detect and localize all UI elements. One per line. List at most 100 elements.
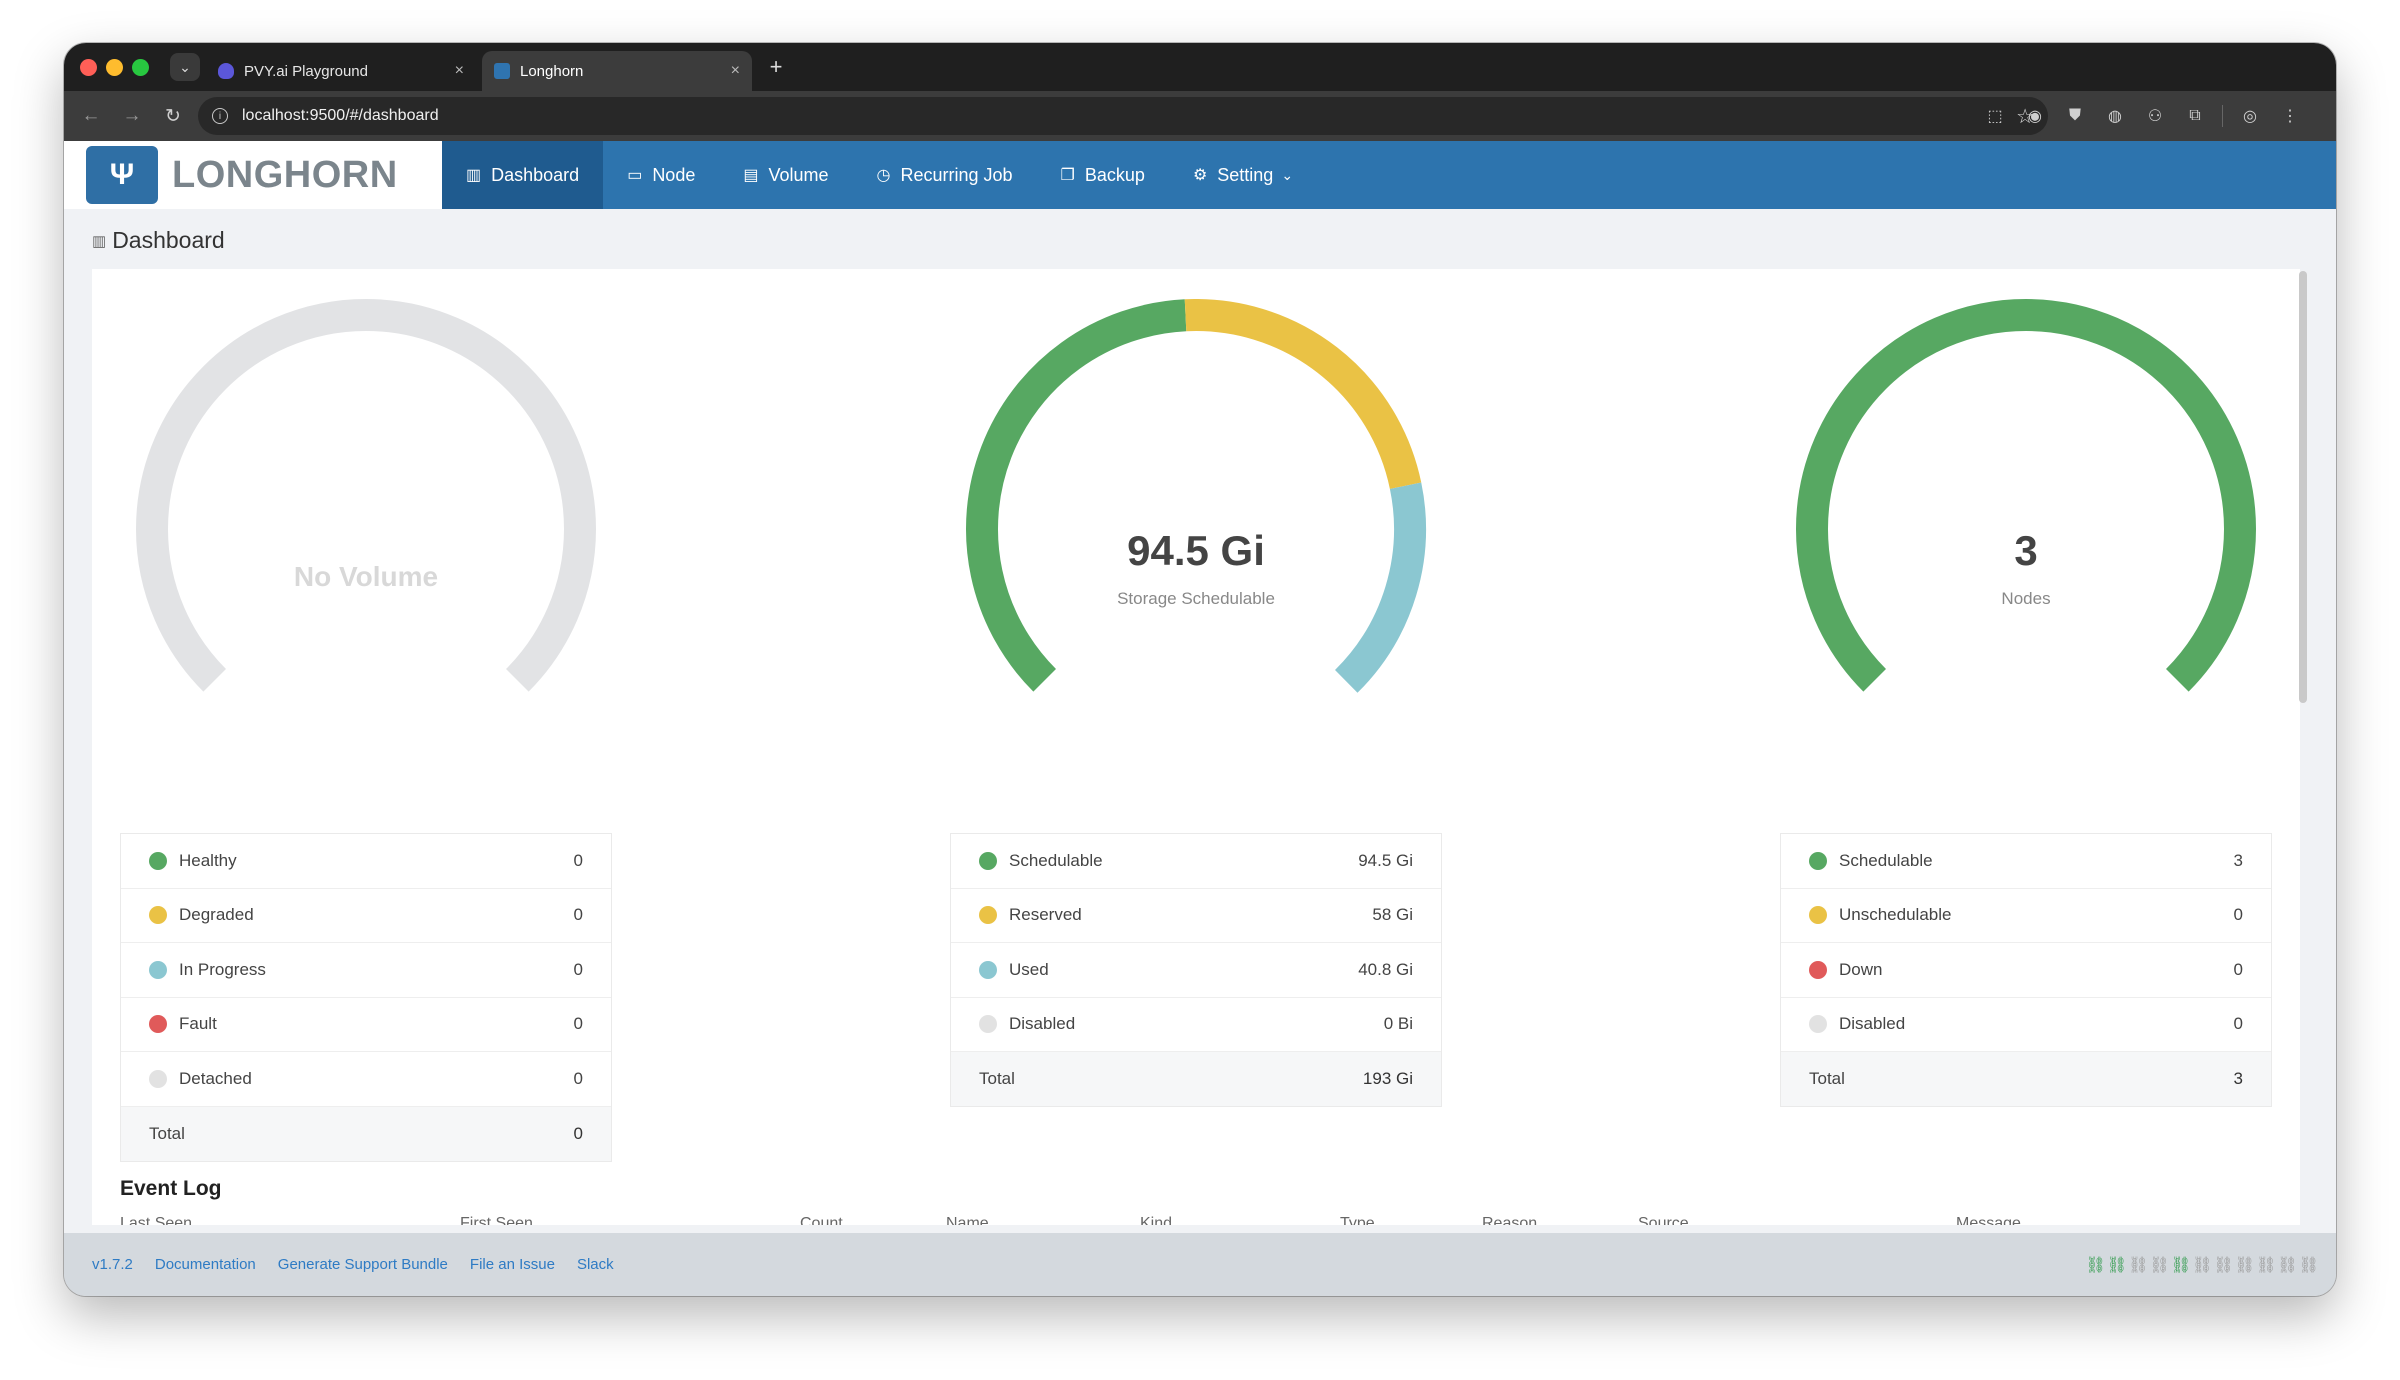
- screenshot-extension-icon[interactable]: ⬚: [1987, 108, 2003, 125]
- menu-label: Node: [652, 164, 696, 185]
- legend-value: 0: [573, 850, 583, 870]
- storage-gauge[interactable]: 94.5 Gi Storage Schedulable: [950, 299, 1442, 719]
- menu-backup[interactable]: ❐ Backup: [1037, 141, 1169, 209]
- page-title-text: Dashboard: [112, 227, 225, 253]
- tab-search-chevron-icon[interactable]: ⌄: [170, 53, 200, 81]
- laptop-icon: ▭: [627, 167, 643, 184]
- column-header-name[interactable]: Name: [946, 1215, 989, 1225]
- browser-tab-longhorn[interactable]: Longhorn ×: [482, 51, 752, 91]
- storage-label: Storage Schedulable: [1117, 589, 1275, 608]
- vpn-extension-icon[interactable]: ◍: [2108, 108, 2122, 125]
- close-window-button[interactable]: [80, 59, 97, 76]
- legend-row-healthy[interactable]: Healthy 0: [121, 834, 611, 889]
- legend-value: 0: [573, 1068, 583, 1088]
- storage-arc-used: [1334, 482, 1426, 693]
- legend-row-detached[interactable]: Detached 0: [121, 1052, 611, 1107]
- slack-link[interactable]: Slack: [576, 1256, 614, 1273]
- shield-extension-icon[interactable]: ⛊: [2068, 107, 2081, 124]
- legend-row-reserved[interactable]: Reserved 58 Gi: [951, 889, 1441, 943]
- node-arc-schedulable: [1796, 299, 2256, 692]
- legend-total-row: Total 193 Gi: [951, 1052, 1441, 1106]
- extension-icons: ⬚ ◉ ⛊ ◍ ⚇ ⧉ ◎ ⋮: [1982, 103, 2303, 129]
- schedulable-dot-icon: [1809, 851, 1827, 870]
- new-tab-button[interactable]: +: [769, 54, 783, 79]
- chevron-down-icon: ⌄: [1281, 166, 1294, 183]
- toolbar-separator: [2222, 105, 2223, 127]
- menu-node[interactable]: ▭ Node: [603, 141, 719, 209]
- content-scrollbar[interactable]: [2299, 271, 2307, 703]
- people-extension-icon[interactable]: ⚇: [2147, 108, 2163, 125]
- address-bar[interactable]: i localhost:9500/#/dashboard ☆: [198, 97, 2048, 135]
- in-progress-dot-icon: [149, 960, 167, 979]
- legend-row-schedulable[interactable]: Schedulable 94.5 Gi: [951, 834, 1441, 889]
- legend-row-down[interactable]: Down 0: [1781, 943, 2271, 998]
- profile-avatar-icon[interactable]: ◎: [2243, 108, 2257, 125]
- browser-tab-pvy[interactable]: PVY.ai Playground ×: [206, 51, 476, 91]
- maximize-window-button[interactable]: [132, 59, 149, 76]
- documentation-link[interactable]: Documentation: [154, 1256, 256, 1273]
- legend-row-disabled[interactable]: Disabled 0 Bi: [951, 998, 1441, 1052]
- column-header-last-seen[interactable]: Last Seen: [120, 1215, 193, 1225]
- legend-label: Detached: [179, 1068, 252, 1088]
- column-header-source[interactable]: Source: [1638, 1215, 1689, 1225]
- total-value: 3: [2233, 1069, 2243, 1088]
- tab-title: PVY.ai Playground: [244, 62, 368, 80]
- node-gauge[interactable]: 3 Nodes: [1780, 299, 2272, 719]
- total-label: Total: [149, 1123, 185, 1143]
- minimize-window-button[interactable]: [106, 59, 123, 76]
- reload-icon[interactable]: ↻: [165, 105, 181, 127]
- legend-label: Disabled: [1009, 1014, 1076, 1034]
- menu-label: Recurring Job: [900, 164, 1013, 185]
- dashboard-content: No Volume Healthy 0 Degraded 0 In Progre…: [92, 269, 2300, 1225]
- menu-label: Volume: [768, 164, 829, 185]
- legend-value: 0 Bi: [1383, 1014, 1413, 1034]
- legend-row-degraded[interactable]: Degraded 0: [121, 889, 611, 943]
- more-menu-icon[interactable]: ⋮: [2282, 108, 2298, 125]
- url-text[interactable]: localhost:9500/#/dashboard: [242, 107, 439, 124]
- close-tab-icon[interactable]: ×: [454, 62, 464, 79]
- column-header-count[interactable]: Count: [800, 1215, 843, 1225]
- menu-volume[interactable]: ▤ Volume: [719, 141, 852, 209]
- close-tab-icon[interactable]: ×: [730, 62, 740, 79]
- legend-value: 0: [573, 959, 583, 979]
- legend-value: 0: [573, 905, 583, 925]
- column-header-type[interactable]: Type: [1340, 1215, 1375, 1225]
- legend-value: 40.8 Gi: [1358, 959, 1413, 979]
- legend-row-used[interactable]: Used 40.8 Gi: [951, 943, 1441, 998]
- legend-row-schedulable[interactable]: Schedulable 3: [1781, 834, 2271, 889]
- column-header-first-seen[interactable]: First Seen: [460, 1215, 533, 1225]
- column-header-message[interactable]: Message: [1956, 1215, 2021, 1225]
- menu-dashboard[interactable]: ▥ Dashboard: [442, 141, 604, 209]
- logo-text: LONGHORN: [172, 153, 398, 196]
- forward-arrow-icon[interactable]: →: [122, 105, 142, 126]
- legend-label: Schedulable: [1009, 850, 1103, 870]
- back-arrow-icon[interactable]: ←: [81, 105, 101, 126]
- legend-row-disabled[interactable]: Disabled 0: [1781, 998, 2271, 1052]
- longhorn-logo-icon: Ψ: [86, 146, 158, 204]
- menu-recurring-job[interactable]: ◷ Recurring Job: [853, 141, 1037, 209]
- column-header-kind[interactable]: Kind: [1140, 1215, 1173, 1225]
- legend-row-unschedulable[interactable]: Unschedulable 0: [1781, 889, 2271, 943]
- column-header-reason[interactable]: Reason: [1482, 1215, 1538, 1225]
- tab-strip: ⌄ PVY.ai Playground × Longhorn × +: [64, 43, 2336, 91]
- site-info-icon[interactable]: i: [212, 108, 228, 124]
- legend-label: Degraded: [179, 905, 254, 925]
- puzzle-extensions-icon[interactable]: ⧉: [2189, 107, 2201, 124]
- node-legend: Schedulable 3 Unschedulable 0 Down 0 Dis…: [1780, 833, 2272, 1107]
- menu-setting[interactable]: ⚙ Setting ⌄: [1169, 141, 1317, 209]
- storage-value: 94.5 Gi: [1127, 527, 1265, 574]
- volume-gauge[interactable]: No Volume: [120, 299, 612, 719]
- file-issue-link[interactable]: File an Issue: [469, 1256, 555, 1273]
- database-icon: ▤: [743, 167, 759, 184]
- legend-row-fault[interactable]: Fault 0: [121, 998, 611, 1052]
- storage-legend: Schedulable 94.5 Gi Reserved 58 Gi Used …: [950, 833, 1442, 1107]
- reserved-dot-icon: [979, 906, 997, 925]
- connection-status-link-icon: ⛓⛓⛓⛓⛓⛓⛓⛓⛓⛓⛓: [2085, 1257, 2320, 1274]
- legend-row-in-progress[interactable]: In Progress 0: [121, 943, 611, 998]
- event-log-title: Event Log: [120, 1177, 222, 1200]
- support-bundle-link[interactable]: Generate Support Bundle: [277, 1256, 448, 1273]
- bookmark-star-icon[interactable]: ☆: [2016, 106, 2034, 128]
- longhorn-logo[interactable]: Ψ LONGHORN: [64, 141, 442, 209]
- camera-extension-icon[interactable]: ◉: [2028, 108, 2042, 125]
- version-link[interactable]: v1.7.2: [92, 1256, 133, 1273]
